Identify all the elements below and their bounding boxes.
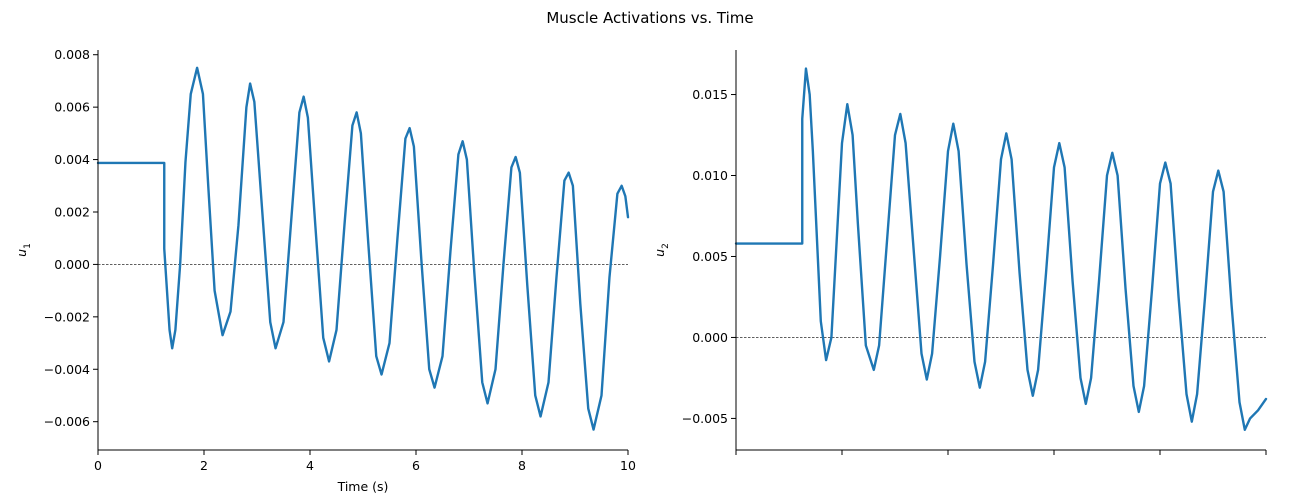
y-tick-label: 0.015 xyxy=(692,87,728,102)
y-tick-label: −0.006 xyxy=(44,414,90,429)
x-axis-label: Time (s) xyxy=(337,479,389,494)
x-tick-label: 8 xyxy=(518,458,526,473)
x-tick-label: 0 xyxy=(94,458,102,473)
y-tick-label: 0.006 xyxy=(54,100,90,115)
x-tick-label: 4 xyxy=(306,458,314,473)
x-tick-label: 6 xyxy=(412,458,420,473)
y-axis-label: u1 xyxy=(14,243,33,257)
y-tick-label: 0.005 xyxy=(692,249,728,264)
y-tick-label: 0.010 xyxy=(692,168,728,183)
y-tick-label: 0.002 xyxy=(54,204,90,219)
y-tick-label: −0.002 xyxy=(44,309,90,324)
figure-title: Muscle Activations vs. Time xyxy=(546,9,753,27)
x-tick-label: 10 xyxy=(620,458,636,473)
y-tick-label: 0.000 xyxy=(692,330,728,345)
y-tick-label: 0.000 xyxy=(54,257,90,272)
y-axis-label: u2 xyxy=(652,243,671,257)
y-tick-label: −0.004 xyxy=(44,362,90,377)
subplot-u1: 0 2 4 6 8 10 −0.006 −0.004 −0.002 0.000 0.002 0.004… xyxy=(14,47,636,494)
x-tick-label: 2 xyxy=(200,458,208,473)
y-tick-label: 0.004 xyxy=(54,152,90,167)
series-line-u1 xyxy=(96,66,630,431)
subplot-u2: −0.005 0.000 0.005 0.010 0.015 u2 xyxy=(652,50,1268,455)
y-tick-label: −0.005 xyxy=(682,411,728,426)
series-line-u2 xyxy=(734,67,1268,431)
y-tick-label: 0.008 xyxy=(54,47,90,62)
